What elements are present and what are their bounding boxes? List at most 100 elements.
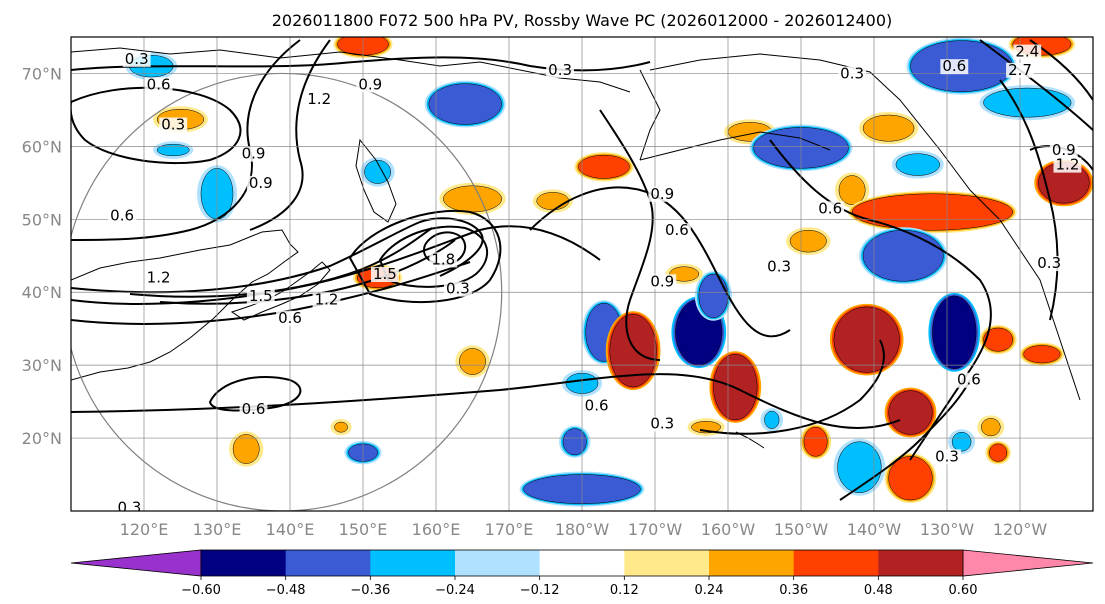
lat-tick-label: 70°N	[22, 64, 62, 83]
lat-tick-label: 30°N	[22, 356, 62, 375]
contour-label: 0.6	[242, 400, 266, 418]
anomaly-core	[789, 229, 827, 253]
anomaly-core	[888, 390, 933, 435]
contour-label: 0.3	[935, 447, 959, 465]
pv-contour-jet-b	[129, 227, 433, 298]
lon-tick-label: 150°E	[339, 520, 388, 539]
anomaly-core	[838, 175, 866, 205]
colorbar-tick-label: 0.24	[695, 583, 724, 598]
contour-label-bg	[838, 66, 867, 82]
contour-label: 0.9	[650, 272, 674, 290]
lat-tick-label: 50°N	[22, 210, 62, 229]
contour-label-bg	[582, 398, 611, 414]
lon-tick-label: 170°W	[628, 520, 683, 539]
contour-label-bg	[246, 175, 275, 191]
contour-label: 0.9	[242, 145, 266, 163]
colorbar-bin	[878, 550, 964, 576]
pv-contour-1.2-closed	[348, 210, 502, 303]
lon-tick-label: 170°E	[485, 520, 534, 539]
pv-contour-south-east	[839, 379, 971, 501]
anomaly-core	[888, 456, 933, 501]
contour-label-bg	[1049, 143, 1078, 159]
colorbar-tick-label: −0.60	[181, 583, 221, 598]
coastline-bering	[639, 69, 661, 161]
anomaly-core	[981, 418, 1001, 437]
pv-contour-0.9-west	[71, 39, 301, 241]
colorbar-bin	[455, 550, 541, 576]
anomaly-core	[459, 348, 486, 375]
anomaly-core	[691, 421, 721, 434]
lon-tick-label: 180°W	[555, 520, 610, 539]
colorbar-tick-label: −0.12	[520, 583, 560, 598]
anomaly-core	[364, 159, 391, 184]
contour-label-bg	[933, 449, 961, 465]
anomaly-core	[895, 153, 940, 176]
contour-label-bg	[115, 500, 144, 511]
contour-label: 0.3	[125, 50, 149, 68]
colorbar-extend-low	[70, 549, 202, 577]
contour-label: 0.6	[957, 371, 981, 389]
colorbar-bin	[539, 550, 625, 576]
coastline-arctic-asia	[71, 47, 631, 93]
pv-contour-0.3-north	[71, 56, 651, 72]
contour-label: 1.5	[249, 287, 273, 305]
contour-label-bg	[239, 146, 268, 162]
colorbar-tick-label: −0.36	[350, 583, 390, 598]
colorbar-frame	[200, 549, 964, 577]
contour-label: 0.3	[767, 258, 791, 276]
anomaly-core	[862, 229, 944, 282]
lon-tick-label: 140°E	[266, 520, 315, 539]
pv-contour-1.5-closed	[378, 225, 489, 288]
anomaly-core	[669, 266, 700, 282]
anomaly-core	[862, 114, 915, 142]
colorbar-bin	[624, 550, 710, 576]
anomaly-core	[443, 185, 502, 213]
lon-tick-label: 150°W	[774, 520, 829, 539]
contour-label-bg	[1053, 157, 1082, 173]
contour-labels: 0.30.60.30.60.90.90.91.21.21.5 1.20.61.51…	[108, 43, 1082, 511]
chart-title: 2026011800 F072 500 hPa PV, Rossby Wave …	[272, 11, 893, 30]
colorbar-bin	[285, 550, 371, 576]
lon-tick-label: 120°W	[993, 520, 1048, 539]
anomaly-core	[837, 441, 882, 494]
pv-contour-1.2	[249, 39, 331, 231]
anomaly-core	[833, 306, 900, 373]
contour-label-bg	[1035, 256, 1064, 272]
anomaly-core	[698, 273, 729, 319]
lon-tick-label: 120°E	[120, 520, 169, 539]
anomaly-core	[932, 295, 977, 370]
contour-label-bg	[108, 208, 137, 224]
lon-tick-label: 130°E	[193, 520, 242, 539]
colorbar-tick-label: −0.24	[435, 583, 475, 598]
contour-label-bg	[1006, 62, 1034, 78]
colorbar-tick-label: 0.60	[949, 583, 978, 598]
anomaly-core	[578, 154, 630, 179]
anomaly-core	[764, 410, 780, 429]
contour-label-bg	[144, 77, 173, 93]
lat-tick-label: 60°N	[22, 137, 62, 156]
contour-label: 1.8	[431, 250, 455, 268]
anomaly-core	[989, 443, 1008, 462]
anomaly-core	[536, 192, 570, 211]
contour-label: 0.3	[161, 116, 185, 134]
contour-label-bg	[1013, 44, 1042, 60]
contour-label: 1.2	[147, 269, 171, 287]
contour-label-bg	[546, 62, 575, 78]
anomaly-core	[983, 87, 1072, 118]
contour-label: 2.4	[1015, 43, 1039, 61]
contour-label-bg	[648, 274, 677, 290]
contour-label: 0.3	[446, 280, 470, 298]
colorbar-bin	[201, 550, 287, 576]
pv-contour-east-ridge	[529, 186, 791, 338]
contour-label: 1.5	[373, 265, 397, 283]
contour-label-bg	[239, 401, 268, 417]
coastlines	[71, 47, 1081, 449]
anomaly-core	[156, 143, 190, 157]
colorbar-tick-label: 0.36	[779, 583, 808, 598]
pv-contour-0.3-south	[71, 373, 901, 430]
coastline-asia	[71, 229, 299, 381]
contour-label-bg	[122, 51, 151, 67]
colorbar-extend-high	[962, 549, 1094, 577]
contour-label: 0.6	[147, 75, 171, 93]
